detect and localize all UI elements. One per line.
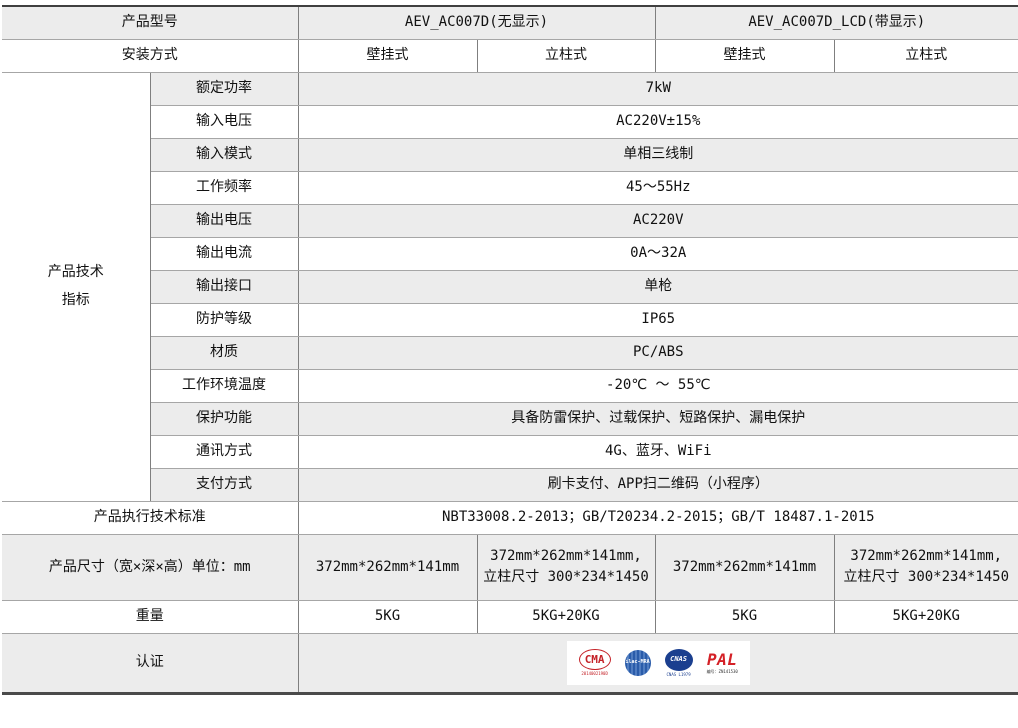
- spec-row: 输出电流 0A～32A: [2, 236, 1018, 271]
- spec-row: 输入电压 AC220V±15%: [2, 104, 1018, 139]
- install-type-cell: 立柱式: [476, 38, 656, 73]
- spec-label: 防护等级: [150, 302, 299, 337]
- dimensions-line1: 372mm*262mm*141mm: [672, 558, 817, 575]
- certification-logo-box: CMA 2014002190D ilac-MRA CNAS CNAS L1979…: [566, 640, 750, 685]
- spec-value: 45～55Hz: [297, 170, 1018, 205]
- spec-label: 输出电流: [150, 236, 299, 271]
- spec-label: 材质: [150, 335, 299, 370]
- spec-label: 工作环境温度: [150, 368, 299, 403]
- cma-mark-text: CMA: [578, 649, 611, 670]
- spec-value: 刷卡支付、APP扫二维码（小程序）: [297, 467, 1018, 502]
- model-cell-no-display: AEV_AC007D(无显示): [297, 5, 656, 40]
- spec-value: 单相三线制: [297, 137, 1018, 172]
- weight-cell: 5KG: [297, 599, 478, 634]
- spec-label: 支付方式: [150, 467, 299, 502]
- ilac-mra-certification-icon: ilac-MRA: [624, 649, 651, 676]
- spec-row: 产品技术 指标 额定功率 7kW: [2, 71, 1018, 502]
- spec-value: -20℃ ～ 55℃: [297, 368, 1018, 403]
- spec-value: PC/ABS: [297, 335, 1018, 370]
- spec-label: 输入模式: [150, 137, 299, 172]
- cma-certification-icon: CMA 2014002190D: [578, 649, 611, 676]
- cma-caption: 2014002190D: [581, 671, 608, 676]
- tech-section-title-line1: 产品技术: [47, 264, 104, 281]
- install-type-cell: 壁挂式: [297, 38, 478, 73]
- spec-label: 额定功率: [149, 71, 299, 106]
- ilac-mark-text: ilac-MRA: [624, 649, 651, 676]
- spec-value: IP65: [297, 302, 1018, 337]
- model-row-label: 产品型号: [2, 5, 299, 40]
- spec-value: 0A～32A: [297, 236, 1018, 271]
- pal-certification-icon: PAL 编号：ZN141530: [706, 649, 738, 674]
- pal-mark-text: PAL: [706, 649, 738, 669]
- certification-label: 认证: [2, 632, 299, 694]
- certification-row: 认证 CMA 2014002190D ilac-MRA CNAS CNAS L1…: [2, 632, 1018, 694]
- dimensions-cell: 372mm*262mm*141mm: [654, 533, 835, 601]
- spec-value: 单枪: [297, 269, 1018, 304]
- dimensions-line1: 372mm*262mm*141mm: [315, 558, 460, 575]
- standard-label: 产品执行技术标准: [2, 500, 299, 535]
- dimensions-row: 产品尺寸（宽×深×高）单位：mm 372mm*262mm*141mm 372mm…: [2, 533, 1018, 601]
- dimensions-cell: 372mm*262mm*141mm, 立柱尺寸 300*234*1450: [476, 533, 656, 601]
- cnas-caption: CNAS L1979: [666, 671, 691, 677]
- spec-label: 输出接口: [150, 269, 299, 304]
- spec-row: 工作频率 45～55Hz: [2, 170, 1018, 205]
- spec-label: 工作频率: [150, 170, 299, 205]
- dimensions-cell: 372mm*262mm*141mm: [297, 533, 478, 601]
- weight-label: 重量: [2, 599, 299, 634]
- spec-label: 保护功能: [150, 401, 299, 436]
- spec-label: 输出电压: [150, 203, 299, 238]
- dimensions-cell: 372mm*262mm*141mm, 立柱尺寸 300*234*1450: [833, 533, 1018, 601]
- install-row: 安装方式 壁挂式 立柱式 壁挂式 立柱式: [2, 38, 1018, 73]
- cnas-certification-icon: CNAS CNAS L1979: [664, 648, 693, 677]
- spec-row: 防护等级 IP65: [2, 302, 1018, 337]
- product-spec-table: 产品型号 AEV_AC007D(无显示) AEV_AC007D_LCD(带显示)…: [2, 5, 1018, 695]
- dimensions-line2: 立柱尺寸 300*234*1450: [843, 569, 1010, 585]
- spec-row: 工作环境温度 -20℃ ～ 55℃: [2, 368, 1018, 403]
- weight-row: 重量 5KG 5KG+20KG 5KG 5KG+20KG: [2, 599, 1018, 634]
- spec-value: AC220V: [297, 203, 1018, 238]
- dimensions-label: 产品尺寸（宽×深×高）单位：mm: [2, 533, 299, 601]
- cnas-mark-text: CNAS: [664, 648, 693, 671]
- pal-caption: 编号：ZN141530: [706, 668, 738, 674]
- standard-row: 产品执行技术标准 NBT33008.2-2013；GB/T20234.2-201…: [2, 500, 1018, 535]
- install-type-cell: 壁挂式: [654, 38, 835, 73]
- spec-label: 输入电压: [150, 104, 299, 139]
- dimensions-line1: 372mm*262mm*141mm,: [490, 548, 642, 565]
- spec-value: 4G、蓝牙、WiFi: [297, 434, 1018, 469]
- spec-value: 具备防雷保护、过载保护、短路保护、漏电保护: [297, 401, 1018, 436]
- spec-row: 材质 PC/ABS: [2, 335, 1018, 370]
- model-row: 产品型号 AEV_AC007D(无显示) AEV_AC007D_LCD(带显示): [2, 5, 1018, 40]
- spec-value: AC220V±15%: [297, 104, 1018, 139]
- install-type-cell: 立柱式: [833, 38, 1018, 73]
- dimensions-line2: 立柱尺寸 300*234*1450: [483, 569, 649, 585]
- dimensions-line1: 372mm*262mm*141mm,: [850, 548, 1003, 565]
- spec-row: 通讯方式 4G、蓝牙、WiFi: [2, 434, 1018, 469]
- spec-row: 输出接口 单枪: [2, 269, 1018, 304]
- spec-label: 通讯方式: [150, 434, 299, 469]
- spec-value: 7kW: [297, 71, 1018, 106]
- model-cell-lcd: AEV_AC007D_LCD(带显示): [654, 5, 1018, 40]
- spec-row: 支付方式 刷卡支付、APP扫二维码（小程序）: [2, 467, 1018, 502]
- install-row-label: 安装方式: [2, 38, 299, 73]
- spec-row: 输入模式 单相三线制: [2, 137, 1018, 172]
- tech-section-title-line2: 指标: [61, 292, 90, 308]
- tech-section-title: 产品技术 指标: [2, 71, 151, 502]
- standard-value: NBT33008.2-2013；GB/T20234.2-2015；GB/T 18…: [297, 500, 1018, 535]
- weight-cell: 5KG+20KG: [833, 599, 1018, 634]
- spec-row: 输出电压 AC220V: [2, 203, 1018, 238]
- weight-cell: 5KG: [654, 599, 835, 634]
- spec-row: 保护功能 具备防雷保护、过载保护、短路保护、漏电保护: [2, 401, 1018, 436]
- weight-cell: 5KG+20KG: [476, 599, 656, 634]
- certification-cell: CMA 2014002190D ilac-MRA CNAS CNAS L1979…: [297, 632, 1018, 694]
